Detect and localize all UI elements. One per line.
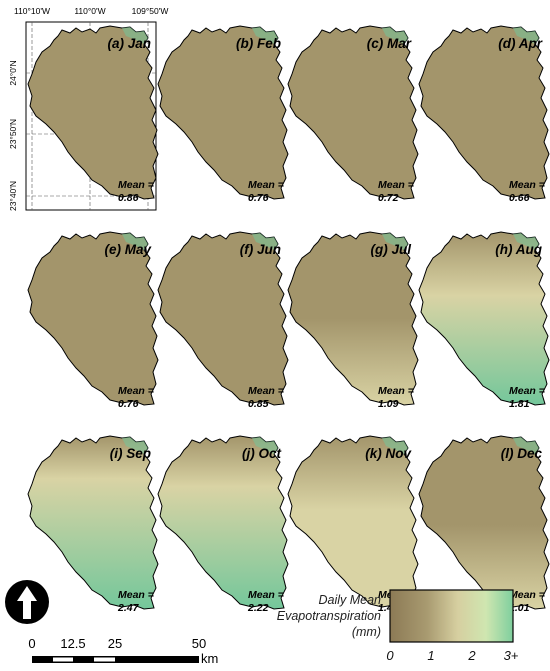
panel-9: (i) Sep Mean =2.47 xyxy=(27,435,159,614)
north-arrow-icon xyxy=(5,580,49,624)
panel-title: (f) Jun xyxy=(240,242,281,257)
study-area-map xyxy=(418,25,550,200)
mean-value: 0.76 xyxy=(118,398,139,410)
panel-title: (l) Dec xyxy=(501,446,543,461)
mean-value: 0.76 xyxy=(248,192,269,204)
lat-label-2: 23°50'N xyxy=(8,119,18,149)
mean-label: Mean = xyxy=(118,385,154,397)
panel-8: (h) Aug Mean =1.81 xyxy=(418,231,550,410)
panel-7: (g) Jul Mean =1.09 xyxy=(287,231,419,410)
mean-label: Mean = xyxy=(248,179,284,191)
panel-title: (a) Jan xyxy=(107,36,151,51)
lon-label-2: 110°0'W xyxy=(74,6,105,16)
panel-title: (k) Nov xyxy=(365,446,412,461)
coastal-strip xyxy=(252,27,278,44)
mean-label: Mean = xyxy=(378,385,414,397)
mean-value: 2.22 xyxy=(247,602,269,614)
mean-label: Mean = xyxy=(509,589,545,601)
study-area-map xyxy=(418,435,550,610)
mean-label: Mean = xyxy=(118,589,154,601)
lon-label-3: 109°50'W xyxy=(132,6,169,16)
study-area-map xyxy=(27,25,159,200)
scale-bar: 0 12.5 25 50 km xyxy=(28,636,218,666)
lat-label-1: 24°0'N xyxy=(8,60,18,85)
panel-title: (e) May xyxy=(104,242,152,257)
study-area-map xyxy=(157,435,289,610)
mean-value: 1.09 xyxy=(378,398,399,410)
mean-value: 0.66 xyxy=(509,192,530,204)
coastal-strip xyxy=(513,233,539,250)
panel-6: (f) Jun Mean =0.85 xyxy=(157,231,289,410)
mean-value: 2.47 xyxy=(117,602,140,614)
lat-label-3: 23°40'N xyxy=(8,181,18,211)
legend-color-ramp xyxy=(389,589,514,643)
panel-title: (b) Feb xyxy=(236,36,281,51)
legend-tick-2: 2 xyxy=(467,648,476,663)
coastal-strip xyxy=(252,233,278,250)
panel-title: (i) Sep xyxy=(110,446,151,461)
mean-value: 0.72 xyxy=(378,192,399,204)
scale-tick-0: 0 xyxy=(28,636,35,651)
panel-4: (d) Apr Mean =0.66 xyxy=(418,25,550,204)
coastal-strip xyxy=(122,27,148,44)
study-area-map xyxy=(287,25,419,200)
legend: Daily Mean Evapotranspiration (mm) 0 1 2… xyxy=(277,589,519,663)
panel-title: (g) Jul xyxy=(371,242,412,257)
coastal-strip xyxy=(382,233,408,250)
mean-value: 1.81 xyxy=(509,398,530,410)
coastal-strip xyxy=(382,27,408,44)
study-area-map xyxy=(27,231,159,406)
panel-3: (c) Mar Mean =0.72 xyxy=(287,25,419,204)
scale-tick-50: 50 xyxy=(192,636,206,651)
panel-5: (e) May Mean =0.76 xyxy=(27,231,159,410)
panel-title: (j) Oct xyxy=(242,446,282,461)
mean-label: Mean = xyxy=(509,179,545,191)
mean-label: Mean = xyxy=(509,385,545,397)
scale-tick-25: 25 xyxy=(108,636,122,651)
legend-tick-3: 3+ xyxy=(504,648,519,663)
coastal-strip xyxy=(122,233,148,250)
legend-tick-1: 1 xyxy=(427,648,434,663)
legend-title-line-3: (mm) xyxy=(352,625,381,639)
panel-title: (c) Mar xyxy=(367,36,412,51)
study-area-map xyxy=(287,231,419,406)
study-area-map xyxy=(27,435,159,610)
legend-title-line-1: Daily Mean xyxy=(318,593,381,607)
coastal-strip xyxy=(513,437,539,454)
panel-2: (b) Feb Mean =0.76 xyxy=(157,25,289,204)
scale-unit: km xyxy=(201,651,218,666)
panel-11: (k) NovMean =1.49 xyxy=(287,435,419,614)
mean-value: 0.86 xyxy=(118,192,139,204)
legend-tick-0: 0 xyxy=(386,648,394,663)
panel-title: (d) Apr xyxy=(498,36,542,51)
coastal-strip xyxy=(252,437,278,454)
lon-label-1: 110°10'W xyxy=(14,6,50,16)
mean-label: Mean = xyxy=(378,179,414,191)
mean-value: 0.85 xyxy=(248,398,269,410)
study-area-map xyxy=(157,231,289,406)
coastal-strip xyxy=(513,27,539,44)
coastal-strip xyxy=(382,437,408,454)
scale-tick-12-5: 12.5 xyxy=(60,636,85,651)
mean-label: Mean = xyxy=(248,589,284,601)
legend-title-line-2: Evapotranspiration xyxy=(277,609,381,623)
panel-12: (l) Dec Mean =1.01 xyxy=(418,435,550,614)
study-area-map xyxy=(418,231,550,406)
coastal-strip xyxy=(122,437,148,454)
mean-value: 1.01 xyxy=(509,602,530,614)
study-area-map xyxy=(287,435,419,610)
mean-label: Mean = xyxy=(248,385,284,397)
panel-10: (j) Oct Mean =2.22 xyxy=(157,435,289,614)
mean-label: Mean = xyxy=(118,179,154,191)
study-area-map xyxy=(157,25,289,200)
panel-title: (h) Aug xyxy=(495,242,542,257)
panel-1: (a) Jan Mean =0.86 xyxy=(27,25,159,204)
